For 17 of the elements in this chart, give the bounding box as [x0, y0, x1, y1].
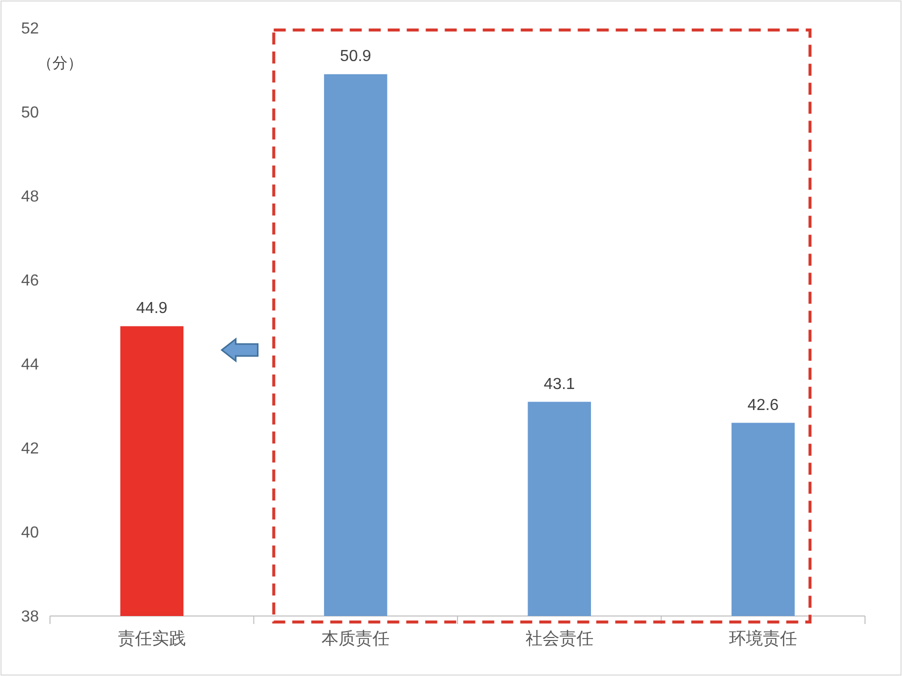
y-tick-label: 46 — [21, 272, 39, 290]
y-tick-label: 38 — [21, 608, 39, 626]
data-label: 50.9 — [340, 48, 372, 66]
y-tick-label: 44 — [21, 356, 39, 374]
y-tick-label: 42 — [21, 440, 39, 458]
y-tick-label: 40 — [21, 524, 39, 542]
x-tick-label: 环境责任 — [729, 629, 798, 648]
x-tick-label: 社会责任 — [525, 629, 594, 648]
y-axis-title: （分） — [38, 55, 82, 72]
x-tick-label: 责任实践 — [118, 629, 186, 648]
data-label: 42.6 — [748, 396, 779, 414]
x-tick-label: 本质责任 — [322, 629, 390, 648]
data-label: 44.9 — [136, 300, 168, 318]
data-label: 43.1 — [544, 376, 576, 393]
y-tick-label: 52 — [21, 20, 39, 38]
y-tick-label: 48 — [21, 188, 39, 206]
y-tick-label: 50 — [21, 104, 39, 122]
